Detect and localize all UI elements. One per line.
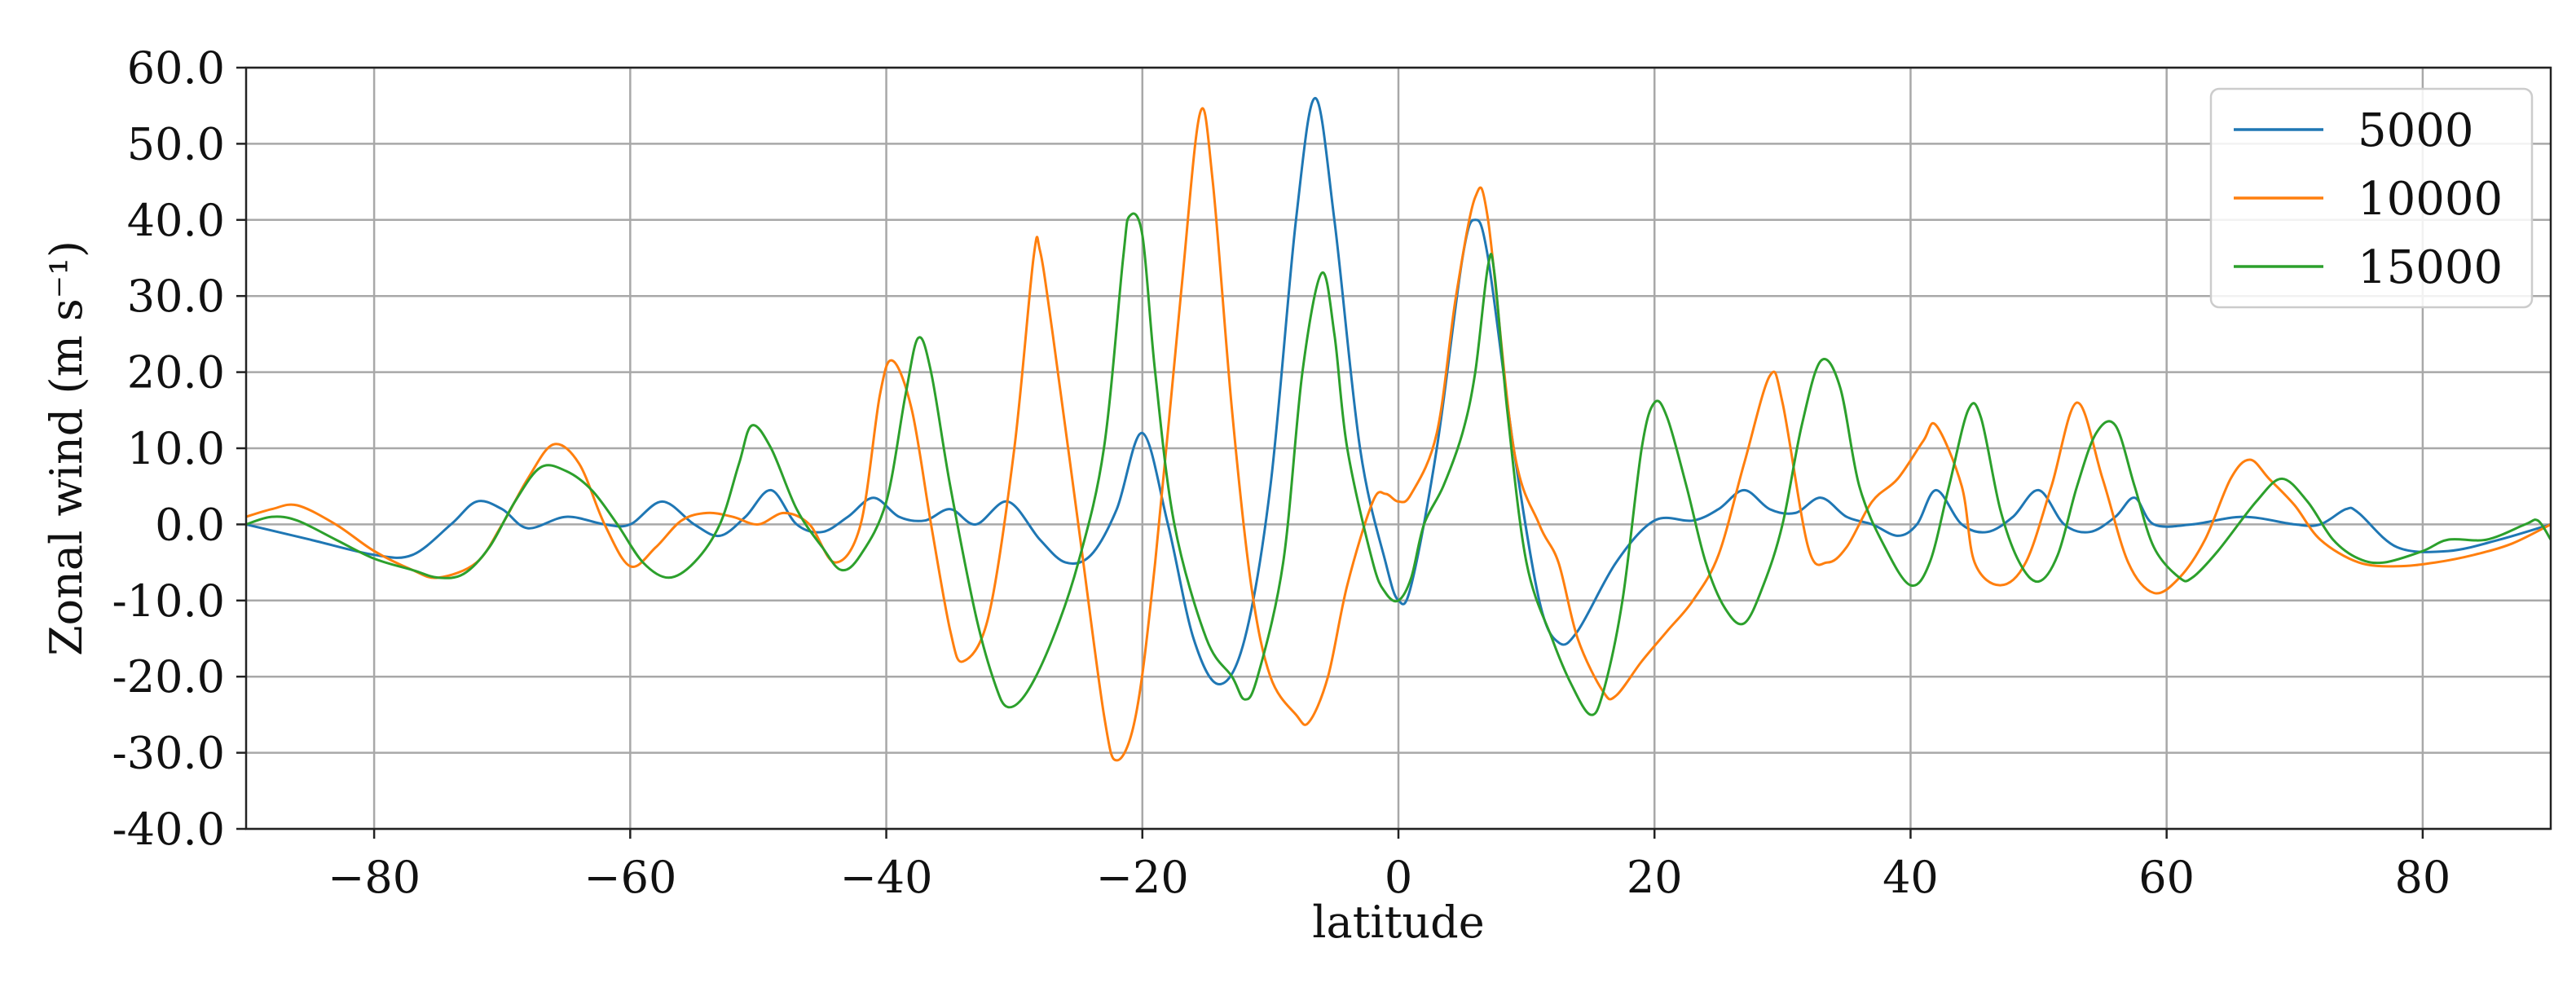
x-tick-label: 0 [1385, 852, 1412, 903]
x-tick-label: 20 [1627, 852, 1683, 903]
x-tick-label: −20 [1096, 852, 1189, 903]
y-tick-label: 30.0 [127, 271, 225, 322]
y-tick-label: 0.0 [155, 499, 225, 550]
x-tick-label: −80 [328, 852, 421, 903]
x-tick-label: 80 [2395, 852, 2451, 903]
series-line-10000 [246, 107, 2551, 762]
y-tick-label: 10.0 [127, 423, 225, 474]
x-tick-label: 60 [2138, 852, 2195, 903]
legend-box [2209, 87, 2534, 309]
x-axis-label: latitude [1312, 897, 1484, 948]
y-tick-label: 60.0 [127, 42, 225, 94]
x-tick-label: −40 [840, 852, 933, 903]
legend-label-15000: 15000 [2358, 241, 2503, 294]
x-tick-label: 40 [1882, 852, 1939, 903]
ticks [236, 66, 2424, 839]
legend: 5000 10000 15000 [2209, 87, 2534, 309]
y-tick-label: -20.0 [112, 651, 225, 703]
y-tick-label: -40.0 [112, 804, 225, 855]
y-tick-label: -10.0 [112, 575, 225, 627]
legend-label-10000: 10000 [2358, 173, 2503, 226]
y-tick-label: 50.0 [127, 118, 225, 170]
y-tick-label: -30.0 [112, 728, 225, 779]
legend-label-5000: 5000 [2358, 104, 2474, 157]
series-line-5000 [246, 96, 2551, 685]
tick-labels: −80 −60 −40 −20 0 20 40 60 80 -40.0 -30.0 -20.0 -10.… [112, 42, 2451, 903]
y-tick-label: 20.0 [127, 347, 225, 399]
series-group [246, 96, 2551, 762]
y-tick-label: 40.0 [127, 195, 225, 246]
y-axis-label: Zonal wind (m s⁻¹) [41, 240, 92, 656]
series-line-15000 [246, 212, 2551, 716]
x-tick-label: −60 [583, 852, 676, 903]
